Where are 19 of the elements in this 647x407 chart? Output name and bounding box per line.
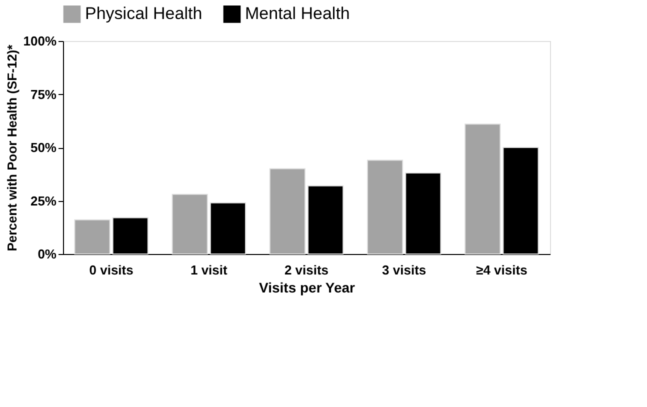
bar: [464, 124, 501, 254]
y-tick-label: 0%: [38, 246, 57, 262]
y-axis-title: Percent with Poor Health (SF-12)*: [4, 44, 20, 252]
x-tick-label: 2 visits: [284, 262, 329, 278]
bar: [74, 219, 110, 254]
y-tick-label: 50%: [30, 140, 57, 155]
y-tick-label: 25%: [30, 193, 57, 208]
legend-label: Physical Health: [85, 4, 202, 24]
bar: [172, 194, 208, 254]
x-tick-label: ≥4 visits: [476, 262, 528, 278]
bar: [366, 160, 404, 254]
x-axis-title: Visits per Year: [259, 280, 356, 296]
y-tick-label: 75%: [30, 86, 57, 102]
x-tick-label: 0 visits: [89, 262, 134, 278]
legend-label: Mental Health: [245, 4, 350, 24]
x-tick-label: 1 visit: [190, 262, 228, 278]
x-tick-label: 3 visits: [382, 262, 426, 278]
y-tick-label: 100%: [23, 34, 57, 48]
bar: [269, 168, 306, 254]
